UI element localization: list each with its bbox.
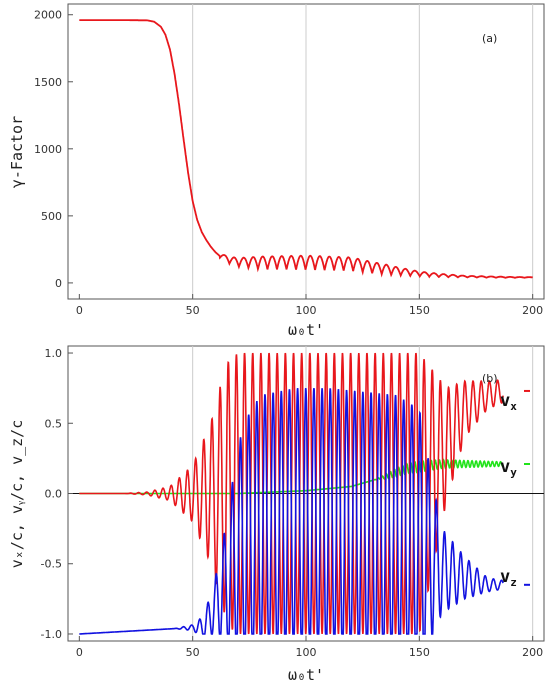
panel-b-ylabel: vₓ/c, vᵧ/c, v_z/c [8,420,26,568]
panel-b-x-ticks: 0 50 100 150 200 [76,636,543,659]
x-tick-label: 150 [409,646,430,659]
x-tick-label: 100 [296,304,317,317]
panel-a-ylabel: γ-Factor [8,116,26,188]
legend-vz: vz [500,567,530,589]
panel-b-y-ticks: -1.0 -0.5 0.0 0.5 1.0 [41,347,73,641]
panel-a-x-ticks: 0 50 100 150 200 [76,294,543,317]
y-tick-label: -0.5 [41,558,62,571]
x-tick-label: 0 [76,646,83,659]
legend: vx vy vz [500,389,530,589]
panel-a: 0 50 100 150 200 0 500 1000 1500 2000 (a) ω₀t' γ… [8,3,545,339]
x-tick-label: 50 [186,646,200,659]
panel-b-xlabel: ω₀t' [288,666,324,684]
panel-a-xlabel: ω₀t' [288,321,324,339]
x-tick-label: 100 [296,646,317,659]
legend-vy: vy [500,457,530,479]
panel-a-y-ticks: 0 500 1000 1500 2000 [34,9,73,290]
x-tick-label: 0 [76,304,83,317]
y-tick-label: -1.0 [41,628,62,641]
y-tick-label: 0.0 [45,488,63,501]
y-tick-label: 1000 [34,143,62,156]
y-tick-label: 1.0 [45,347,63,360]
y-tick-label: 500 [41,210,62,223]
legend-vy-label: vy [500,457,517,479]
x-tick-label: 200 [522,646,543,659]
x-tick-label: 150 [409,304,430,317]
vz-line [79,387,504,635]
y-tick-label: 1500 [34,76,62,89]
y-tick-label: 2000 [34,9,62,22]
panel-a-grid [192,4,534,299]
x-tick-label: 50 [186,304,200,317]
panel-a-label: (a) [482,32,497,45]
gamma-factor-line [79,19,533,279]
y-tick-label: 0.5 [45,417,63,430]
y-tick-label: 0 [55,277,62,290]
x-tick-label: 200 [522,304,543,317]
legend-vx: vx [500,389,530,413]
panel-b-label: (b) [482,372,498,385]
legend-vz-label: vz [500,567,517,589]
panel-b: 0 50 100 150 200 -1.0-0.50.00.51.0 (b) ω₀t' … [8,345,545,684]
legend-vx-label: vx [500,391,517,413]
